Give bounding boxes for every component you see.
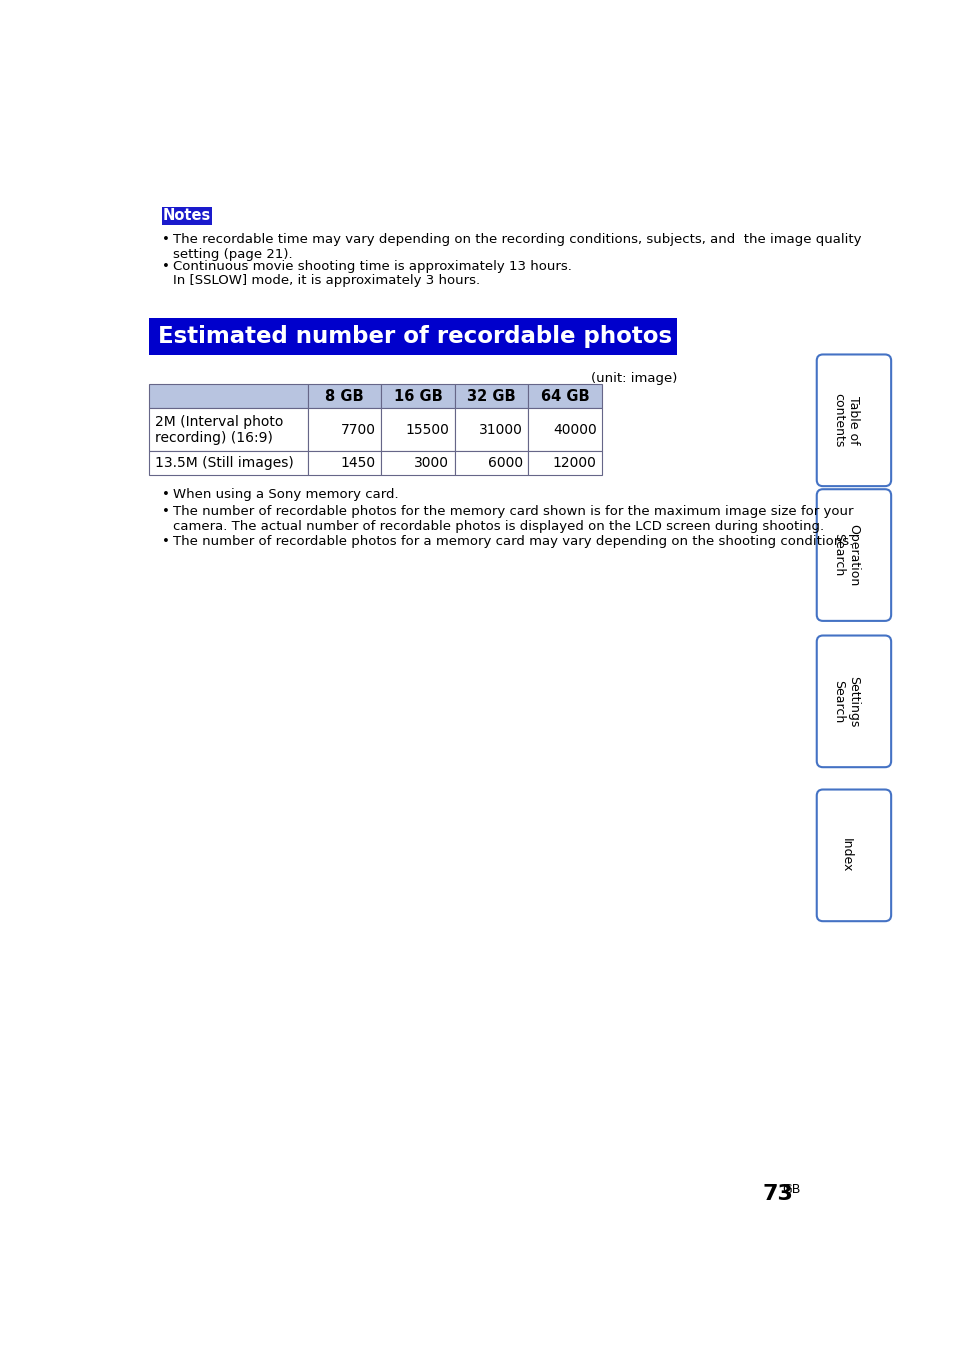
Text: •: • bbox=[162, 260, 170, 272]
FancyBboxPatch shape bbox=[816, 635, 890, 767]
Bar bbox=[381, 408, 455, 452]
Text: Operation
Search: Operation Search bbox=[831, 524, 860, 586]
Bar bbox=[854, 494, 877, 616]
Text: 6000: 6000 bbox=[487, 456, 522, 470]
Text: 2M (Interval photo
recording) (16:9): 2M (Interval photo recording) (16:9) bbox=[154, 415, 283, 445]
Text: 7700: 7700 bbox=[340, 423, 375, 437]
Bar bbox=[381, 452, 455, 475]
Bar bbox=[307, 452, 381, 475]
Text: •: • bbox=[162, 489, 170, 501]
Bar bbox=[307, 408, 381, 452]
Text: 64 GB: 64 GB bbox=[540, 389, 589, 404]
Text: Estimated number of recordable photos: Estimated number of recordable photos bbox=[158, 326, 672, 348]
Bar bbox=[455, 408, 528, 452]
Text: Index: Index bbox=[839, 838, 852, 872]
Text: 13.5M (Still images): 13.5M (Still images) bbox=[154, 456, 294, 470]
Bar bbox=[528, 383, 601, 408]
FancyBboxPatch shape bbox=[816, 790, 890, 921]
Bar bbox=[455, 452, 528, 475]
Text: Notes: Notes bbox=[163, 208, 211, 223]
Text: Settings
Search: Settings Search bbox=[831, 676, 860, 727]
Bar bbox=[149, 408, 307, 452]
Text: 40000: 40000 bbox=[553, 423, 596, 437]
Text: The number of recordable photos for a memory card may vary depending on the shoo: The number of recordable photos for a me… bbox=[172, 535, 852, 548]
Text: 3000: 3000 bbox=[414, 456, 449, 470]
Bar bbox=[854, 359, 877, 482]
FancyBboxPatch shape bbox=[816, 355, 890, 486]
Text: 1450: 1450 bbox=[340, 456, 375, 470]
Bar bbox=[381, 383, 455, 408]
Text: 73: 73 bbox=[761, 1184, 793, 1203]
Text: Continuous movie shooting time is approximately 13 hours.: Continuous movie shooting time is approx… bbox=[172, 260, 571, 272]
Text: Table of
contents: Table of contents bbox=[831, 393, 860, 448]
Bar bbox=[528, 408, 601, 452]
Bar bbox=[528, 452, 601, 475]
Bar bbox=[149, 383, 307, 408]
Bar bbox=[854, 641, 877, 763]
Text: The recordable time may vary depending on the recording conditions, subjects, an: The recordable time may vary depending o… bbox=[172, 233, 861, 261]
Bar bbox=[854, 794, 877, 917]
Text: 16 GB: 16 GB bbox=[394, 389, 442, 404]
Text: 8 GB: 8 GB bbox=[325, 389, 363, 404]
Bar bbox=[149, 318, 677, 355]
Text: •: • bbox=[162, 233, 170, 246]
Bar bbox=[149, 452, 307, 475]
Text: •: • bbox=[162, 535, 170, 548]
Bar bbox=[307, 383, 381, 408]
Text: •: • bbox=[162, 505, 170, 519]
Text: 12000: 12000 bbox=[552, 456, 596, 470]
Text: 15500: 15500 bbox=[405, 423, 449, 437]
Text: GB: GB bbox=[781, 1183, 801, 1197]
Text: 31000: 31000 bbox=[478, 423, 522, 437]
Text: The number of recordable photos for the memory card shown is for the maximum ima: The number of recordable photos for the … bbox=[172, 505, 852, 534]
Text: 32 GB: 32 GB bbox=[467, 389, 516, 404]
Text: When using a Sony memory card.: When using a Sony memory card. bbox=[172, 489, 398, 501]
Text: (unit: image): (unit: image) bbox=[590, 372, 677, 385]
FancyBboxPatch shape bbox=[816, 489, 890, 622]
Bar bbox=[162, 207, 212, 225]
Bar bbox=[455, 383, 528, 408]
Text: In [SSLOW] mode, it is approximately 3 hours.: In [SSLOW] mode, it is approximately 3 h… bbox=[172, 274, 479, 286]
